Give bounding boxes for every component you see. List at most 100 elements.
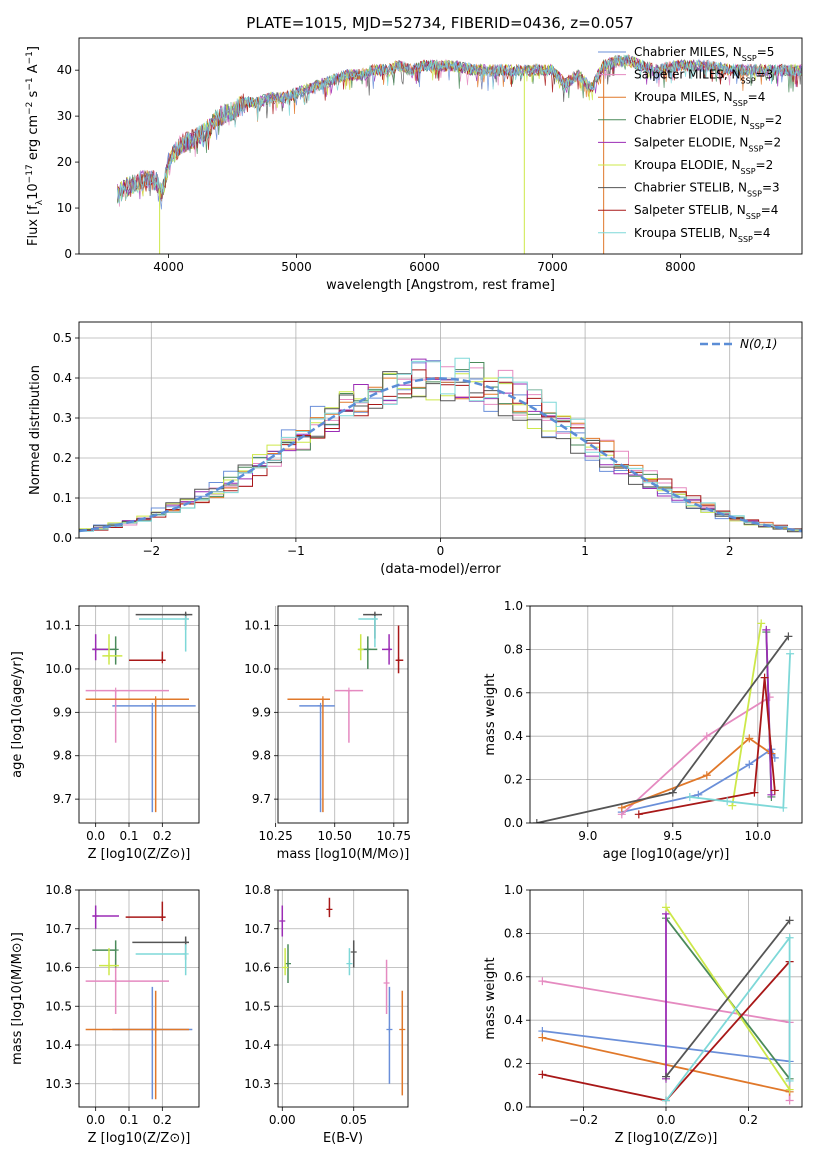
x-tick-label: 2 bbox=[726, 544, 734, 558]
y-tick-label: 10.4 bbox=[244, 1038, 271, 1052]
errorbar-point bbox=[99, 948, 119, 976]
series-marker bbox=[785, 933, 794, 942]
errorbar-marker bbox=[319, 696, 326, 703]
y-tick-label: 0.8 bbox=[504, 926, 523, 940]
y-tick-label: 10.5 bbox=[45, 999, 72, 1013]
axes-mass_vs_EBV: 0.00 0.05 10.3 10.4 10.5 10.6 10.7 10.8 E(B-V) bbox=[244, 883, 409, 1146]
series-marker bbox=[532, 819, 541, 823]
errorbar-marker bbox=[106, 652, 112, 659]
gaussian-curve bbox=[79, 377, 802, 533]
x-tick-label: 9.0 bbox=[578, 829, 597, 843]
x-tick-label: 7000 bbox=[537, 260, 568, 274]
errorbar-point bbox=[382, 634, 393, 665]
series-marker bbox=[702, 771, 711, 780]
y-tick-label: 1.0 bbox=[504, 599, 523, 613]
y-tick-label: 0.2 bbox=[53, 451, 72, 465]
axes-mass_weight_vs_Z: −0.2 0.0 0.2 0.0 0.2 0.4 0.6 0.8 1.0 Z [log10(Z/Z… bbox=[483, 883, 803, 1146]
series-marker bbox=[770, 786, 779, 795]
axes-frame bbox=[277, 605, 409, 824]
mass_weight_vs_age-y-label: mass weight bbox=[483, 673, 498, 755]
y-tick-label: 0.4 bbox=[504, 1013, 523, 1027]
errorbar-marker bbox=[182, 616, 189, 623]
errorbar-marker bbox=[112, 646, 119, 653]
axes-mass_vs_Z: 0.0 0.1 0.2 10.3 10.4 10.5 10.6 10.7 10.8 Z [log1… bbox=[10, 883, 200, 1146]
y-tick-label: 10.7 bbox=[45, 922, 72, 936]
series-line bbox=[638, 677, 776, 816]
plot-area-residuals bbox=[79, 357, 802, 538]
y-tick-label: 0.6 bbox=[504, 970, 523, 984]
y-tick-label: 10.7 bbox=[244, 922, 271, 936]
plot-area-mass_weight_vs_Z bbox=[538, 903, 794, 1105]
errorbar-point bbox=[358, 616, 378, 648]
series-marker bbox=[757, 619, 766, 628]
series-marker bbox=[745, 760, 754, 769]
axes-age_vs_Z: 0.0 0.1 0.2 9.7 9.8 9.9 10.0 10.1 Z [log10(Z/Z⊙)… bbox=[10, 605, 200, 862]
errorbar-point bbox=[85, 696, 189, 813]
legend-label: Chabrier ELODIE, NSSP=2 bbox=[634, 113, 782, 131]
series-line bbox=[765, 629, 773, 795]
legend-label: Kroupa STELIB, NSSP=4 bbox=[634, 226, 771, 244]
y-tick-label: 0.2 bbox=[504, 773, 523, 787]
errorbar-marker bbox=[152, 1026, 159, 1033]
errorbar-point bbox=[125, 901, 166, 921]
errorbar-point bbox=[139, 616, 189, 652]
y-tick-label: 9.9 bbox=[53, 705, 72, 719]
errorbar-marker bbox=[112, 978, 119, 985]
series-marker bbox=[662, 903, 670, 912]
series-marker bbox=[785, 916, 794, 925]
legend-label: Salpeter MILES, NSSP=3 bbox=[634, 68, 773, 86]
legend-label: Chabrier STELIB, NSSP=3 bbox=[634, 181, 780, 199]
axes-age_vs_mass: 10.25 10.50 10.75 9.7 9.8 9.9 10.0 10.1 mass [lo… bbox=[244, 605, 411, 862]
y-tick-label: 0.0 bbox=[53, 531, 72, 545]
x-tick-label: 10.0 bbox=[744, 829, 771, 843]
series-line bbox=[731, 623, 763, 806]
x-tick-label: 10.50 bbox=[318, 829, 352, 843]
errorbar-marker bbox=[159, 914, 166, 921]
errorbar-marker bbox=[282, 964, 289, 971]
x-tick-label: 0.2 bbox=[739, 1113, 758, 1127]
series-line bbox=[689, 653, 791, 809]
series-marker bbox=[767, 790, 776, 799]
errorbar-marker bbox=[149, 702, 156, 709]
y-tick-label: 10.6 bbox=[45, 961, 72, 975]
mass_weight_vs_Z-y-label: mass weight bbox=[483, 957, 498, 1039]
axes-frame bbox=[277, 889, 409, 1108]
plot-area-age_vs_Z bbox=[85, 611, 196, 813]
axes-spectrum: 4000 5000 6000 7000 8000 0 10 20 30 40 wavelength … bbox=[25, 37, 803, 293]
age_vs_Z-x-label: Z [log10(Z/Z⊙)] bbox=[88, 847, 191, 862]
errorbar-point bbox=[112, 702, 196, 813]
mass_vs_EBV-x-label: E(B-V) bbox=[323, 1131, 363, 1146]
y-tick-label: 9.7 bbox=[53, 792, 72, 806]
y-tick-label: 40 bbox=[57, 63, 72, 77]
series-marker bbox=[662, 1072, 670, 1081]
axes-mass_weight_vs_age: 9.0 9.5 10.0 0.0 0.2 0.4 0.6 0.8 1.0 age [log10(a… bbox=[483, 599, 803, 862]
x-tick-label: 10.75 bbox=[377, 829, 411, 843]
x-tick-label: 0 bbox=[437, 544, 445, 558]
y-tick-label: 10.3 bbox=[244, 1077, 271, 1091]
series-marker bbox=[723, 797, 732, 806]
errorbar-marker bbox=[285, 960, 291, 967]
y-tick-label: 10 bbox=[57, 201, 72, 215]
errorbar-marker bbox=[350, 949, 357, 955]
y-tick-label: 0.0 bbox=[504, 816, 523, 830]
plot-area-mass_vs_Z bbox=[85, 901, 193, 1100]
figure-title: PLATE=1015, MJD=52734, FIBERID=0436, z=0… bbox=[246, 14, 633, 32]
mass_vs_Z-x-label: Z [log10(Z/Z⊙)] bbox=[88, 1131, 191, 1146]
legend-label: N(0,1) bbox=[740, 337, 777, 351]
series-marker bbox=[762, 625, 771, 634]
x-tick-label: 0.0 bbox=[86, 1113, 105, 1127]
errorbar-marker bbox=[371, 616, 378, 623]
y-tick-label: 0.5 bbox=[53, 331, 72, 345]
x-tick-label: 5000 bbox=[281, 260, 312, 274]
errorbar-marker bbox=[395, 657, 402, 664]
errorbar-point bbox=[395, 625, 404, 674]
mass_vs_Z-y-label: mass [log10(M/M⊙)] bbox=[10, 932, 25, 1065]
residuals-y-label: Normed distribution bbox=[28, 365, 43, 495]
series-marker bbox=[634, 810, 643, 819]
axes-frame bbox=[529, 605, 803, 824]
y-tick-label: 10.8 bbox=[244, 883, 271, 897]
series-marker bbox=[685, 792, 694, 801]
y-tick-label: 10.1 bbox=[45, 619, 72, 633]
errorbar-point bbox=[135, 944, 189, 976]
age_vs_mass-x-label: mass [log10(M/M⊙)] bbox=[277, 847, 410, 862]
